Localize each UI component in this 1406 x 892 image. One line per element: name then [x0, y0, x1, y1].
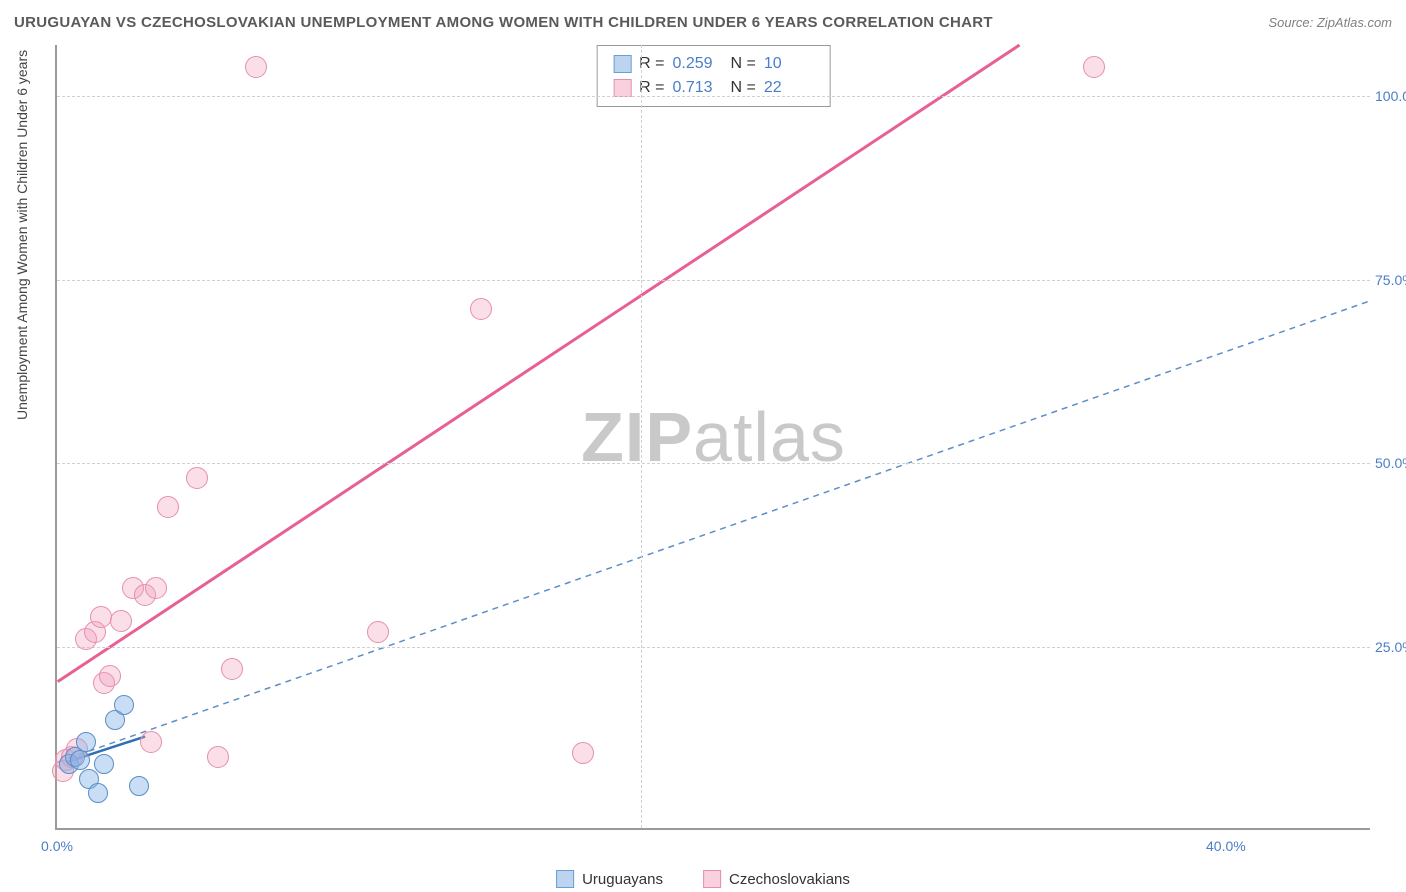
gridline-h	[57, 647, 1370, 648]
legend-item-czechoslovakians: Czechoslovakians	[703, 870, 850, 888]
r-value: 0.259	[673, 52, 723, 76]
n-label: N =	[731, 52, 756, 76]
data-point-czechoslovakians	[367, 621, 389, 643]
data-point-czechoslovakians	[572, 742, 594, 764]
data-point-czechoslovakians	[1083, 56, 1105, 78]
swatch-uruguayans-icon	[613, 55, 631, 73]
legend-item-uruguayans: Uruguayans	[556, 870, 663, 888]
data-point-czechoslovakians	[140, 731, 162, 753]
x-tick-label: 0.0%	[41, 838, 73, 854]
swatch-czechoslovakians-icon	[613, 79, 631, 97]
data-point-czechoslovakians	[207, 746, 229, 768]
data-point-czechoslovakians	[470, 298, 492, 320]
plot-area: ZIPatlas R =0.259N =10R =0.713N =22 25.0…	[55, 45, 1370, 830]
watermark: ZIPatlas	[581, 397, 846, 477]
swatch-czechoslovakians-icon	[703, 870, 721, 888]
legend-label: Czechoslovakians	[729, 871, 850, 888]
data-point-uruguayans	[114, 695, 134, 715]
data-point-czechoslovakians	[186, 467, 208, 489]
data-point-czechoslovakians	[99, 665, 121, 687]
stats-box: R =0.259N =10R =0.713N =22	[596, 45, 831, 107]
n-value: 10	[764, 52, 814, 76]
chart-title: URUGUAYAN VS CZECHOSLOVAKIAN UNEMPLOYMEN…	[14, 14, 993, 31]
trend-line	[58, 45, 1020, 682]
y-tick-label: 25.0%	[1375, 639, 1406, 655]
y-tick-label: 75.0%	[1375, 272, 1406, 288]
bottom-legend: Uruguayans Czechoslovakians	[548, 868, 858, 890]
data-point-czechoslovakians	[90, 606, 112, 628]
r-label: R =	[639, 52, 664, 76]
data-point-uruguayans	[76, 732, 96, 752]
gridline-h	[57, 463, 1370, 464]
x-tick-label: 40.0%	[1206, 838, 1246, 854]
stats-row-uruguayans: R = 0.259 N = 10	[613, 52, 814, 76]
data-point-uruguayans	[70, 750, 90, 770]
gridline-h	[57, 96, 1370, 97]
data-point-czechoslovakians	[245, 56, 267, 78]
gridline-v	[641, 45, 642, 828]
data-point-czechoslovakians	[221, 658, 243, 680]
swatch-uruguayans-icon	[556, 870, 574, 888]
gridline-h	[57, 280, 1370, 281]
data-point-uruguayans	[94, 754, 114, 774]
legend-label: Uruguayans	[582, 871, 663, 888]
source-label: Source: ZipAtlas.com	[1268, 15, 1392, 30]
y-tick-label: 50.0%	[1375, 455, 1406, 471]
data-point-uruguayans	[129, 776, 149, 796]
data-point-czechoslovakians	[157, 496, 179, 518]
data-point-czechoslovakians	[110, 610, 132, 632]
y-axis-title: Unemployment Among Women with Children U…	[14, 50, 30, 420]
data-point-uruguayans	[88, 783, 108, 803]
y-tick-label: 100.0%	[1375, 88, 1406, 104]
trend-line	[58, 301, 1370, 762]
data-point-czechoslovakians	[145, 577, 167, 599]
line-layer	[57, 45, 1370, 828]
